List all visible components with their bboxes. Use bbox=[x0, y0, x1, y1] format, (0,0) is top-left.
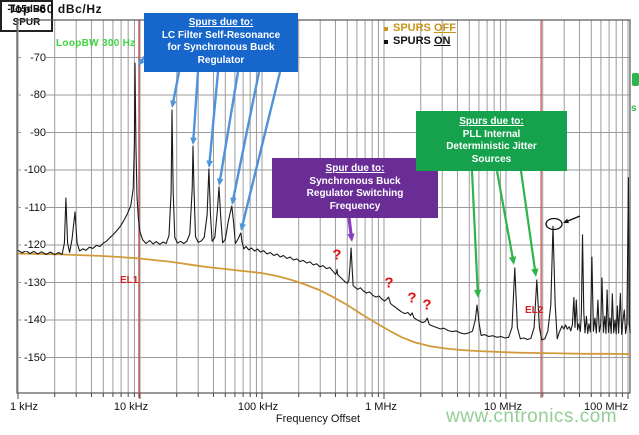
annotation-title: Spurs due to: bbox=[459, 116, 524, 127]
blue-arrow bbox=[171, 71, 181, 104]
x-tick-label: 1 kHz bbox=[9, 401, 39, 413]
blue-arrow bbox=[231, 71, 261, 201]
y-tick-label: -70 bbox=[21, 51, 46, 64]
legend-item-spurs-on: SPURS ON bbox=[384, 35, 456, 48]
x-tick-label: 100 kHz bbox=[237, 401, 279, 413]
y-tick-label: -150 bbox=[21, 351, 46, 364]
spur-circle bbox=[545, 217, 563, 231]
trace-spurs-off bbox=[17, 252, 631, 355]
y-tick-label: -80 bbox=[21, 89, 46, 101]
blue-arrow-head bbox=[138, 58, 145, 66]
y-tick-label: -100 bbox=[21, 164, 46, 176]
y-tick-label: -130 bbox=[21, 276, 46, 289]
y-tick-label: -90 bbox=[21, 126, 46, 139]
trace-spurs-on bbox=[17, 62, 631, 341]
plot-border bbox=[16, 19, 631, 394]
blue-arrow-head bbox=[216, 178, 224, 186]
green-arrow-head bbox=[531, 268, 539, 277]
blue-arrow-head bbox=[170, 100, 177, 108]
annotation-pll-jitter-spurs: Spurs due to: PLL Internal Deterministic… bbox=[416, 111, 567, 171]
y-tick-label: -110 bbox=[21, 201, 46, 214]
callout-arrow-head bbox=[563, 218, 569, 224]
watermark: www.cntronics.com bbox=[446, 406, 618, 427]
edge-green-marker-icon bbox=[632, 73, 639, 86]
blue-arrow bbox=[192, 71, 200, 141]
legend-spurs-on-label: SPURS ON bbox=[393, 35, 451, 47]
marker-el1-label: EL1 bbox=[120, 275, 139, 286]
blue-arrow-head bbox=[190, 137, 197, 145]
purple-arrow bbox=[347, 217, 353, 237]
annotation-115dbc-spur: -115dBc SPUR bbox=[0, 0, 53, 32]
x-tick-label: 1 MHz bbox=[365, 401, 397, 413]
annotation-title: Spur due to: bbox=[325, 163, 385, 174]
blue-arrow bbox=[218, 71, 240, 182]
green-arrow-head bbox=[508, 256, 517, 265]
marker-el2-label: EL2 bbox=[525, 305, 544, 316]
y-tick-label: -120 bbox=[21, 239, 46, 251]
blue-arrow-head bbox=[206, 160, 213, 168]
blue-arrow-head bbox=[230, 197, 237, 205]
spurs-off-bullet-icon bbox=[384, 26, 388, 31]
green-arrow-head bbox=[473, 289, 482, 298]
unknown-spur-question-mark: ? bbox=[422, 296, 432, 314]
blue-arrow bbox=[240, 71, 282, 227]
annotation-buck-switching-spur: Spur due to: Synchronous Buck Regulator … bbox=[272, 158, 438, 218]
legend: SPURS OFF SPURS ON bbox=[384, 22, 456, 48]
spurs-on-bullet-icon bbox=[384, 39, 388, 44]
purple-arrow-head bbox=[347, 233, 355, 242]
loop-bw-label: LoopBW 300 Hz bbox=[56, 38, 136, 49]
unknown-spur-question-mark: ? bbox=[332, 246, 342, 264]
chart-top-scale-label: Top -60 dBc/Hz bbox=[8, 2, 103, 16]
x-tick-label: 100 MHz bbox=[583, 401, 629, 413]
blue-arrow-head bbox=[239, 223, 246, 231]
unknown-spur-question-mark: ? bbox=[384, 274, 394, 292]
green-arrow bbox=[470, 170, 479, 293]
blue-arrow bbox=[208, 71, 220, 164]
edge-green-text-fragment: s bbox=[631, 103, 637, 114]
x-tick-label: 10 kHz bbox=[113, 401, 149, 413]
x-axis-title: Frequency Offset bbox=[275, 413, 361, 425]
unknown-spur-question-mark: ? bbox=[407, 289, 417, 307]
y-tick-label: -140 bbox=[21, 314, 46, 326]
green-arrow bbox=[495, 170, 515, 260]
legend-spurs-off-label: SPURS OFF bbox=[393, 22, 456, 34]
annotation-title: Spurs due to: bbox=[188, 17, 254, 28]
x-tick-label: 10 MHz bbox=[484, 401, 522, 413]
annotation-lc-filter-spurs: Spurs due to: LC Filter Self-Resonance f… bbox=[144, 13, 298, 72]
callout-arrow bbox=[566, 215, 581, 223]
legend-item-spurs-off: SPURS OFF bbox=[384, 22, 456, 35]
green-arrow bbox=[519, 170, 537, 272]
